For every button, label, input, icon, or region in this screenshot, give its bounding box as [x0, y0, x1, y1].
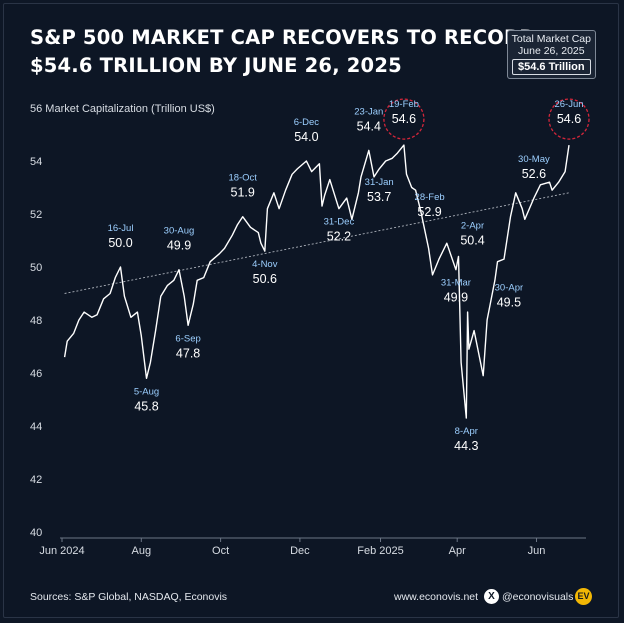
annotation-date: 6-Sep: [175, 333, 200, 344]
annotation-value: 49.9: [167, 239, 191, 253]
trend-layer: [64, 192, 570, 294]
badge-value: $54.6 Trillion: [511, 59, 591, 75]
annotation-value: 52.9: [417, 205, 441, 219]
x-tick-label: Jun: [528, 545, 546, 557]
annotation-value: 44.3: [454, 439, 478, 453]
annotation-value: 51.9: [231, 186, 255, 200]
highlight-circle: [548, 98, 590, 140]
annotation-date: 23-Jan: [354, 106, 383, 117]
website-link[interactable]: www.econovis.net: [394, 591, 479, 603]
annotation-value: 54.6: [392, 112, 416, 126]
annotation-date: 31-Jan: [365, 177, 394, 188]
y-axis-title: 56 Market Capitalization (Trillion US$): [30, 103, 215, 115]
y-tick-label: 48: [30, 315, 42, 327]
x-tick-label: Oct: [212, 545, 229, 557]
y-tick-label: 46: [30, 368, 42, 380]
annotation-date: 31-Mar: [441, 278, 471, 289]
y-tick-label: 42: [30, 474, 42, 486]
annotation-date: 8-Apr: [455, 426, 478, 437]
annotation-date: 30-May: [518, 154, 550, 165]
social-handle[interactable]: @econovisuals: [502, 591, 574, 603]
annotation-date: 30-Aug: [164, 226, 195, 237]
annotation-value: 49.9: [444, 291, 468, 305]
annotation-value: 53.7: [367, 190, 391, 204]
chart-card: [3, 3, 619, 618]
econovis-logo-icon: EV: [575, 588, 592, 605]
annotation-value: 52.2: [327, 230, 351, 244]
x-logo-icon: X: [484, 589, 499, 604]
annotation-date: 30-Apr: [495, 282, 524, 293]
annotation-value: 45.8: [134, 399, 158, 413]
badge-date: June 26, 2025: [518, 45, 585, 57]
title-line-1: S&P 500 MARKET CAP RECOVERS TO RECORD: [30, 26, 536, 49]
annotation-value: 54.4: [357, 119, 381, 133]
annotation-value: 54.6: [557, 112, 581, 126]
x-tick-label: Apr: [449, 545, 466, 557]
badge-label: Total Market Cap: [511, 33, 591, 45]
y-tick-label: 44: [30, 421, 42, 433]
annotation-date: 26-Jun: [554, 99, 583, 110]
annotation-value: 50.6: [253, 272, 277, 286]
total-market-cap-badge: Total Market Cap June 26, 2025 $54.6 Tri…: [506, 30, 596, 79]
y-tick-label: 54: [30, 156, 42, 168]
annotation-date: 31-Dec: [324, 217, 355, 228]
series-layer: [63, 144, 570, 419]
annotation-date: 4-Nov: [252, 259, 278, 270]
annotation-value: 49.5: [497, 295, 521, 309]
x-tick-label: Jun 2024: [39, 545, 84, 557]
annotation-value: 54.0: [294, 130, 318, 144]
annotation-value: 52.6: [522, 167, 546, 181]
y-tick-label: 40: [30, 527, 42, 539]
x-tick-label: Aug: [132, 545, 152, 557]
highlight-circle: [383, 98, 425, 140]
annotation-value: 50.0: [108, 236, 132, 250]
annotation-value: 47.8: [176, 346, 200, 360]
annotation-date: 2-Apr: [461, 220, 484, 231]
trend-line: [64, 192, 570, 294]
annotation-layer: 16-Jul 50.0 5-Aug 45.8 30-Aug 49.9 6-Sep 47.8 18…: [108, 98, 590, 453]
y-tick-label: 52: [30, 209, 42, 221]
y-tick-label: 50: [30, 262, 42, 274]
annotation-date: 5-Aug: [134, 386, 159, 397]
axis-layer: 40 42 44 46 48 50 52 54 56 Market Capitalization…: [30, 103, 586, 557]
market-cap-line: [63, 144, 570, 419]
sources-note: Sources: S&P Global, NASDAQ, Econovis: [30, 591, 228, 603]
annotation-date: 6-Dec: [294, 117, 320, 128]
annotation-date: 18-Oct: [228, 173, 257, 184]
annotation-date: 28-Feb: [415, 192, 445, 203]
annotation-date: 16-Jul: [108, 223, 134, 234]
annotation-value: 50.4: [460, 233, 484, 247]
x-tick-label: Dec: [290, 545, 310, 557]
chart-title: S&P 500 MARKET CAP RECOVERS TO RECORD $5…: [30, 24, 536, 80]
title-line-2: $54.6 TRILLION BY JUNE 26, 2025: [30, 54, 402, 77]
x-tick-label: Feb 2025: [357, 545, 403, 557]
annotation-date: 19-Feb: [389, 99, 419, 110]
